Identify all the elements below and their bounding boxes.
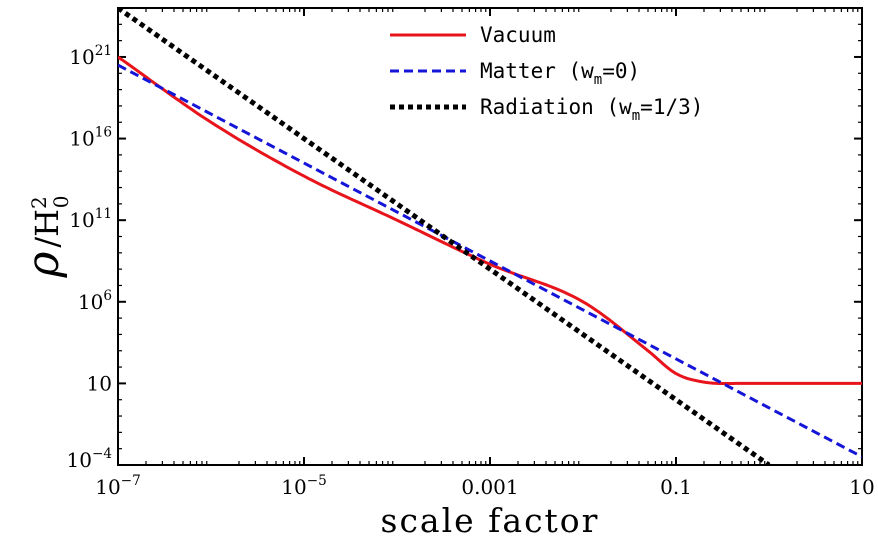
y-tick-label: 10−4: [67, 446, 113, 472]
x-axis-label: scale factor: [381, 501, 600, 540]
y-tick-label: 106: [78, 288, 112, 314]
y-tick-label: 1011: [69, 206, 112, 232]
axis-labels: scale factor ρ/H20: [18, 195, 600, 540]
x-tick-label: 0.1: [660, 475, 692, 499]
x-tick-label: 10−5: [281, 473, 327, 499]
series-layer: [118, 8, 862, 465]
legend-label-vacuum: Vacuum: [480, 23, 556, 47]
series-line-vacuum: [118, 55, 862, 385]
legend-label-radiation: Radiation (wm=1/3): [480, 95, 703, 124]
x-tick-label: 10−7: [95, 473, 141, 499]
x-tick-label: 10: [849, 475, 874, 499]
series-line-radiation: [118, 8, 771, 465]
y-tick-label: 1021: [69, 43, 112, 69]
x-tick-label: 0.001: [461, 475, 518, 499]
y-tick-label: 1016: [69, 125, 112, 151]
y-axis-label: ρ/H20: [18, 195, 73, 278]
legend-label-matter: Matter (wm=0): [480, 59, 640, 88]
tick-labels: 10−7 10−5 0.001 0.1 10 10−4 10 106 1011 1016 1021: [67, 43, 875, 499]
axis-ticks: [117, 7, 863, 466]
legend: Vacuum Matter (wm=0) Radiation (wm=1/3): [390, 23, 703, 124]
y-tick-label: 10: [87, 371, 112, 395]
series-line-matter: [118, 63, 862, 459]
